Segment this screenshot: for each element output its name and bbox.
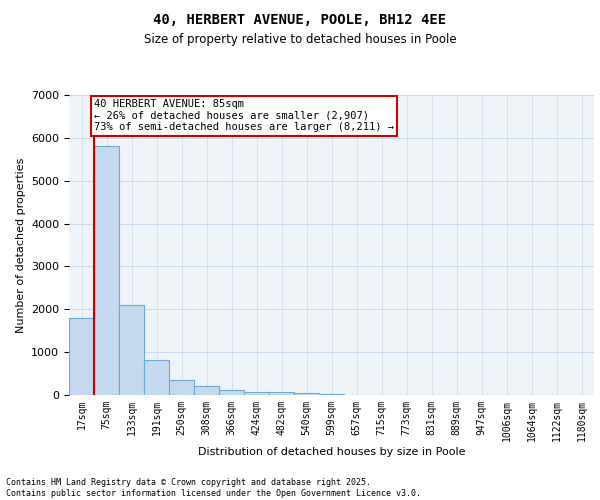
Bar bbox=[219, 390, 244, 395]
Bar bbox=[269, 392, 294, 395]
Bar bbox=[144, 360, 169, 395]
Text: 40, HERBERT AVENUE, POOLE, BH12 4EE: 40, HERBERT AVENUE, POOLE, BH12 4EE bbox=[154, 12, 446, 26]
Bar bbox=[294, 393, 319, 395]
Bar bbox=[69, 318, 94, 395]
Bar bbox=[169, 380, 194, 395]
Bar bbox=[194, 386, 219, 395]
Text: Size of property relative to detached houses in Poole: Size of property relative to detached ho… bbox=[143, 32, 457, 46]
Text: Contains HM Land Registry data © Crown copyright and database right 2025.
Contai: Contains HM Land Registry data © Crown c… bbox=[6, 478, 421, 498]
Bar bbox=[244, 392, 269, 395]
Bar bbox=[94, 146, 119, 395]
Bar bbox=[119, 305, 144, 395]
Y-axis label: Number of detached properties: Number of detached properties bbox=[16, 158, 26, 332]
X-axis label: Distribution of detached houses by size in Poole: Distribution of detached houses by size … bbox=[198, 446, 465, 456]
Bar bbox=[319, 394, 344, 395]
Text: 40 HERBERT AVENUE: 85sqm
← 26% of detached houses are smaller (2,907)
73% of sem: 40 HERBERT AVENUE: 85sqm ← 26% of detach… bbox=[94, 100, 394, 132]
